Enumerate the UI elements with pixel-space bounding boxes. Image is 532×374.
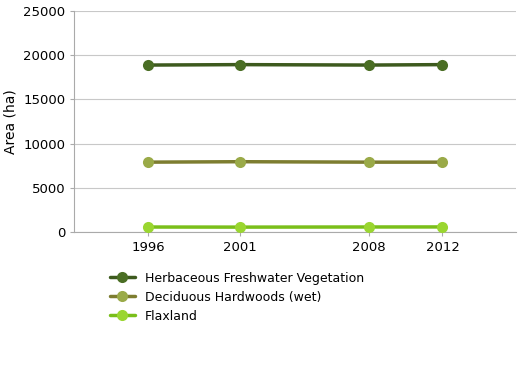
Deciduous Hardwoods (wet) xyxy=(439,160,446,165)
Line: Herbaceous Freshwater Vegetation: Herbaceous Freshwater Vegetation xyxy=(143,59,448,71)
Flaxland xyxy=(145,225,151,229)
Herbaceous Freshwater Vegetation xyxy=(439,62,446,67)
Line: Flaxland: Flaxland xyxy=(143,221,448,233)
Deciduous Hardwoods (wet) xyxy=(145,160,151,165)
Flaxland xyxy=(439,225,446,229)
Deciduous Hardwoods (wet) xyxy=(365,160,372,165)
Herbaceous Freshwater Vegetation xyxy=(237,62,243,67)
Y-axis label: Area (ha): Area (ha) xyxy=(4,89,18,154)
Flaxland xyxy=(237,225,243,229)
Flaxland xyxy=(365,225,372,229)
Deciduous Hardwoods (wet) xyxy=(237,159,243,164)
Herbaceous Freshwater Vegetation xyxy=(145,63,151,67)
Legend: Herbaceous Freshwater Vegetation, Deciduous Hardwoods (wet), Flaxland: Herbaceous Freshwater Vegetation, Decidu… xyxy=(110,272,364,323)
Line: Deciduous Hardwoods (wet): Deciduous Hardwoods (wet) xyxy=(143,156,448,168)
Herbaceous Freshwater Vegetation xyxy=(365,63,372,67)
